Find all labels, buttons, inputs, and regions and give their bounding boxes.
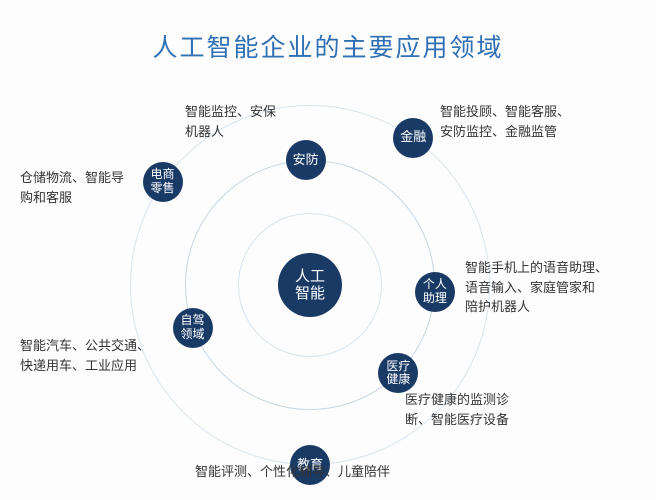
desc-assistant: 智能手机上的语音助理、 语音输入、家庭管家和 陪护机器人 [465, 258, 608, 317]
desc-finance: 智能投顾、智能客服、 安防监控、金融监管 [440, 102, 570, 141]
node-security: 安防 [286, 140, 326, 180]
desc-medical: 医疗健康的监测诊 断、智能医疗设备 [405, 390, 509, 429]
desc-autodrive: 智能汽车、公共交通、 快递用车、工业应用 [20, 336, 150, 375]
node-finance: 金融 [393, 118, 433, 158]
node-autodrive: 自驾 领域 [173, 308, 213, 348]
diagram-title: 人工智能企业的主要应用领域 [0, 28, 656, 64]
node-assistant: 个人 助理 [415, 272, 455, 312]
node-retail: 电商 零售 [143, 162, 183, 202]
desc-retail: 仓储物流、智能导 购和客服 [20, 168, 124, 207]
desc-education: 智能评测、个性化辅导、儿童陪伴 [195, 462, 390, 482]
desc-security: 智能监控、安保 机器人 [185, 102, 276, 141]
node-medical: 医疗 健康 [378, 353, 418, 393]
center-node: 人工 智能 [278, 253, 342, 317]
diagram-canvas: 人工智能企业的主要应用领域 人工 智能 金融安防电商 零售个人 助理自驾 领域医疗… [0, 0, 656, 500]
